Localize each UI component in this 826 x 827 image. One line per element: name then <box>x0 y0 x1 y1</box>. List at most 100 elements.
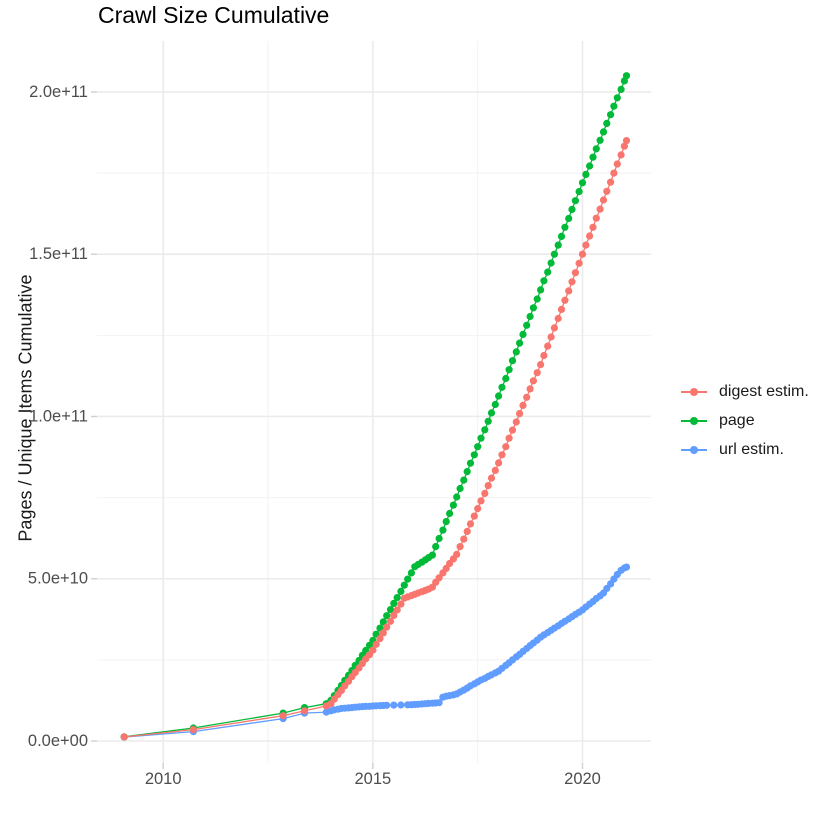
data-point <box>557 305 566 313</box>
data-point <box>622 137 631 145</box>
y-tick-label: 1.0e+11 <box>29 407 88 425</box>
data-point <box>463 468 471 476</box>
data-point <box>533 369 541 377</box>
data-point <box>435 699 443 707</box>
data-point <box>508 426 517 434</box>
data-point <box>516 339 524 347</box>
data-point <box>523 321 531 329</box>
x-tick-label: 2010 <box>145 770 182 788</box>
data-point <box>376 634 384 643</box>
data-point <box>537 286 545 294</box>
data-point <box>432 543 440 551</box>
data-point <box>613 160 621 168</box>
data-point <box>526 385 534 393</box>
data-point <box>189 726 197 734</box>
data-point <box>470 451 478 459</box>
data-point <box>586 232 594 240</box>
data-point <box>397 600 405 608</box>
data-point <box>526 312 534 321</box>
legend-key-dot <box>690 445 698 454</box>
data-point <box>554 314 562 323</box>
series-digest-estim- <box>120 137 631 741</box>
data-point <box>400 581 408 589</box>
data-point <box>603 119 611 127</box>
data-point <box>547 333 555 341</box>
data-point <box>512 348 520 356</box>
data-point <box>442 518 450 526</box>
data-point <box>491 400 499 409</box>
data-point <box>575 188 583 196</box>
data-point <box>397 701 405 709</box>
data-point <box>466 520 475 528</box>
data-point <box>481 426 489 434</box>
data-point <box>379 629 387 637</box>
data-point <box>505 434 513 442</box>
data-point <box>607 178 615 186</box>
data-point <box>390 599 398 608</box>
data-point <box>498 451 506 459</box>
data-point <box>523 393 531 401</box>
data-point <box>610 102 618 110</box>
data-point <box>474 505 482 513</box>
data-point <box>446 509 454 518</box>
data-point <box>550 250 559 258</box>
data-point <box>592 214 600 222</box>
data-point <box>582 170 590 178</box>
legend: digest estim. page url estim. <box>681 377 826 464</box>
data-point <box>544 342 552 350</box>
data-point <box>540 277 548 285</box>
data-point <box>508 357 517 365</box>
data-point <box>565 287 573 295</box>
data-point <box>613 94 621 102</box>
data-point <box>495 459 503 467</box>
legend-item: digest estim. <box>681 377 826 406</box>
data-point <box>557 232 566 240</box>
x-tick-label: 2020 <box>564 770 601 788</box>
data-point <box>120 733 128 741</box>
data-point <box>300 707 309 715</box>
data-point <box>529 377 538 385</box>
data-point <box>386 617 395 625</box>
data-point <box>596 205 604 213</box>
legend-key-dot <box>690 416 698 425</box>
data-point <box>565 214 573 223</box>
data-point <box>610 169 618 177</box>
data-point <box>369 646 377 654</box>
data-point <box>456 543 464 551</box>
data-point <box>502 374 510 383</box>
data-point <box>550 324 559 332</box>
data-point <box>607 111 615 119</box>
data-point <box>589 153 597 161</box>
data-point <box>586 162 594 170</box>
data-point <box>561 223 569 231</box>
series-page <box>120 72 631 741</box>
data-point <box>383 612 391 620</box>
data-point <box>617 151 625 159</box>
y-tick-label: 1.5e+11 <box>29 245 88 263</box>
data-point <box>439 526 447 534</box>
data-point <box>279 712 287 720</box>
data-point <box>466 459 475 467</box>
data-point <box>516 410 524 418</box>
data-point <box>505 366 513 374</box>
data-point <box>487 409 496 417</box>
data-point <box>502 443 510 451</box>
data-point <box>571 197 580 205</box>
data-point <box>622 563 631 571</box>
data-point <box>547 259 555 267</box>
legend-item-label: page <box>719 411 755 429</box>
data-point <box>393 594 401 602</box>
data-point <box>390 611 398 620</box>
data-point <box>393 606 401 614</box>
data-point <box>519 330 527 338</box>
legend-item: url estim. <box>681 435 826 464</box>
x-tick-label: 2015 <box>354 770 391 788</box>
data-point <box>582 241 590 249</box>
data-point <box>470 512 478 520</box>
data-point <box>435 574 443 582</box>
legend-key-icon <box>681 416 707 426</box>
data-point <box>428 551 436 559</box>
data-point <box>599 128 608 136</box>
data-point <box>592 145 600 153</box>
